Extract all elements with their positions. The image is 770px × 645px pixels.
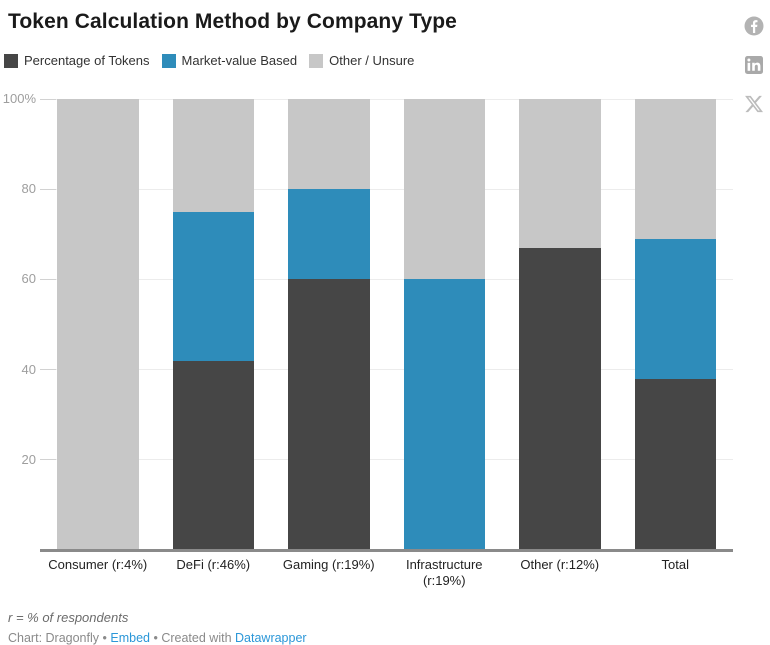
bar-defi [172, 99, 254, 550]
axis-tick [40, 188, 56, 190]
bar-segment [57, 99, 139, 550]
page-title: Token Calculation Method by Company Type [8, 10, 457, 33]
axis-tick [40, 98, 56, 100]
bar-segment [403, 99, 485, 280]
gridline [40, 369, 733, 371]
axis-tick [40, 278, 56, 280]
legend-label: Market-value Based [181, 53, 298, 68]
byline-separator: • [102, 631, 107, 645]
facebook-share-icon[interactable] [744, 16, 764, 41]
x-axis-category-label: DeFi (r:46%) [176, 557, 251, 572]
byline-separator: • [153, 631, 158, 645]
legend-label: Other / Unsure [329, 53, 415, 68]
embed-link[interactable]: Embed [110, 631, 150, 645]
x-axis-category-label: Other (r:12%) [520, 557, 600, 572]
y-axis-tick-label: 80 [21, 181, 36, 197]
bar-segment [403, 279, 485, 550]
y-axis-tick-label: 40 [21, 361, 36, 377]
legend-item: Other / Unsure [309, 53, 414, 68]
legend-item: Percentage of Tokens [4, 53, 150, 68]
bar-segment [288, 99, 370, 190]
datawrapper-link[interactable]: Datawrapper [235, 631, 307, 645]
chart-footnote: r = % of respondents [8, 610, 129, 625]
y-axis-tick-label: 20 [21, 451, 36, 467]
bar-segment [519, 247, 601, 550]
bar-segment [288, 189, 370, 280]
bar-segment [634, 238, 716, 379]
byline-created-with: Created with [161, 631, 232, 645]
social-share-rail [744, 16, 764, 134]
bar-segment [172, 211, 254, 361]
gridline [40, 188, 733, 190]
x-axis-category-label: Infrastructure (r:19%) [405, 557, 483, 588]
linkedin-share-icon[interactable] [744, 56, 764, 79]
axis-tick [40, 459, 56, 461]
legend-swatch [4, 53, 18, 68]
gridline [40, 98, 733, 100]
byline-credit: Chart: Dragonfly [8, 631, 100, 645]
legend-label: Percentage of Tokens [24, 53, 150, 68]
bar-other [519, 99, 601, 550]
x-axis-category-label: Gaming (r:19%) [282, 557, 375, 572]
bar-segment [634, 378, 716, 550]
x-axis-category-label: Consumer (r:4%) [48, 557, 148, 572]
y-axis-tick-label: 100% [2, 91, 36, 106]
gridline [40, 459, 733, 461]
bar-total [634, 99, 716, 550]
bar-segment [519, 99, 601, 248]
legend-item: Market-value Based [161, 53, 298, 68]
chart-legend: Percentage of Tokens Market-value Based Ot… [4, 53, 426, 68]
x-share-icon[interactable] [744, 94, 764, 119]
bar-segment [634, 99, 716, 239]
bar-segment [172, 99, 254, 212]
bar-infrastructure [403, 99, 485, 550]
y-axis-tick-label: 60 [21, 271, 36, 287]
legend-swatch [161, 53, 176, 68]
bar-gaming [288, 99, 370, 550]
plot-area [40, 99, 733, 550]
legend-swatch [309, 53, 324, 68]
gridline [40, 278, 733, 280]
x-axis-line [40, 549, 733, 552]
x-axis-category-label: Total [661, 557, 689, 572]
bar-segment [288, 279, 370, 550]
bar-consumer [57, 99, 139, 550]
axis-tick [40, 369, 56, 371]
chart-byline: Chart: Dragonfly • Embed • Created with … [8, 631, 307, 645]
bar-segment [172, 360, 254, 550]
